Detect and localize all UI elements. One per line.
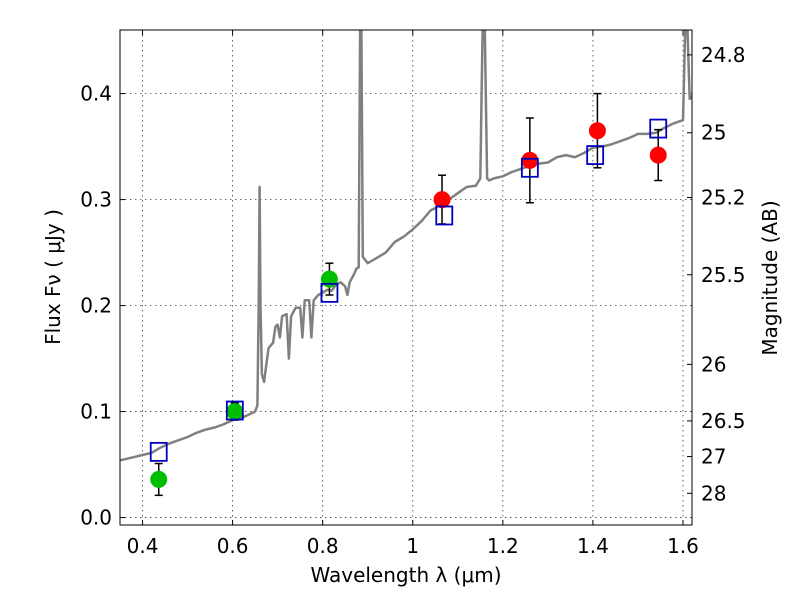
right-tick-label: 28 xyxy=(701,481,726,505)
data-point xyxy=(226,403,244,421)
tick-labels: 0.4 0.6 0.8 1 1.2 1.4 1.6 0.0 0.1 0.2 0.3 0.4 24.8 25… xyxy=(80,43,745,558)
right-tick-label: 26.5 xyxy=(701,409,746,433)
data-point xyxy=(649,146,667,164)
model-point xyxy=(649,118,668,139)
y-axis-title: Flux Fν ( μJy ) xyxy=(41,209,65,345)
x-tick-label: 0.8 xyxy=(307,534,339,558)
model-point xyxy=(586,145,605,165)
right-tick-label: 26 xyxy=(701,352,726,376)
x-tick-label: 1.4 xyxy=(577,534,609,558)
y-tick-label: 0.1 xyxy=(80,400,112,424)
model-point xyxy=(320,282,339,303)
model-point xyxy=(520,157,539,178)
right-tick-label: 25.5 xyxy=(701,263,746,287)
model-spectrum-line xyxy=(120,30,692,462)
x-tick-label: 0.6 xyxy=(217,534,249,558)
right-tick-label: 25 xyxy=(701,121,726,145)
x-tick-label: 1.6 xyxy=(667,534,699,558)
model-point xyxy=(435,205,454,226)
plot-area xyxy=(120,30,692,497)
x-axis-title: Wavelength λ (μm) xyxy=(310,563,501,587)
model-point xyxy=(149,441,168,462)
y-tick-label: 0.4 xyxy=(80,82,112,106)
plot-frame xyxy=(119,29,693,526)
grid xyxy=(120,30,692,525)
data-point xyxy=(588,122,606,140)
right-axis-title: Magnitude (AB) xyxy=(758,200,782,355)
right-tick-label: 27 xyxy=(701,445,726,469)
right-tick-label: 24.8 xyxy=(701,43,746,67)
data-point xyxy=(150,470,168,488)
x-tick-label: 1 xyxy=(406,534,419,558)
right-tick-label: 25.2 xyxy=(701,185,746,209)
y-tick-label: 0.2 xyxy=(80,294,112,318)
y-tick-label: 0.0 xyxy=(80,506,112,530)
data-point xyxy=(521,151,539,169)
axis-ticks xyxy=(120,30,692,525)
model-point xyxy=(225,400,244,421)
data-point xyxy=(433,191,451,209)
data-group xyxy=(120,30,692,497)
x-tick-label: 1.2 xyxy=(487,534,519,558)
y-tick-label: 0.3 xyxy=(80,188,112,212)
x-tick-label: 0.4 xyxy=(127,534,159,558)
